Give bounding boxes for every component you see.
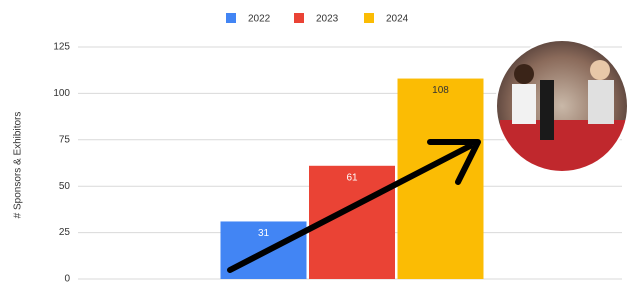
y-tick-label: 75	[59, 134, 71, 145]
legend-swatch	[294, 13, 304, 23]
chart: # Sponsors & Exhibitors 0 25 50 75 100 125 202…	[0, 0, 629, 282]
legend-swatch	[226, 13, 236, 23]
y-tick-label: 100	[53, 88, 70, 99]
y-tick-label: 0	[64, 274, 70, 282]
legend-swatch	[364, 13, 374, 23]
legend-label: 2022	[248, 14, 271, 25]
legend-label: 2023	[316, 14, 339, 25]
data-label: 61	[346, 172, 358, 183]
y-tick-label: 50	[59, 181, 71, 192]
data-label: 108	[432, 85, 449, 96]
legend-label: 2024	[386, 14, 409, 25]
y-tick-label: 25	[59, 227, 71, 238]
y-tick-label: 125	[53, 42, 70, 53]
data-label: 31	[258, 228, 270, 239]
y-axis-title: # Sponsors & Exhibitors	[13, 112, 24, 219]
